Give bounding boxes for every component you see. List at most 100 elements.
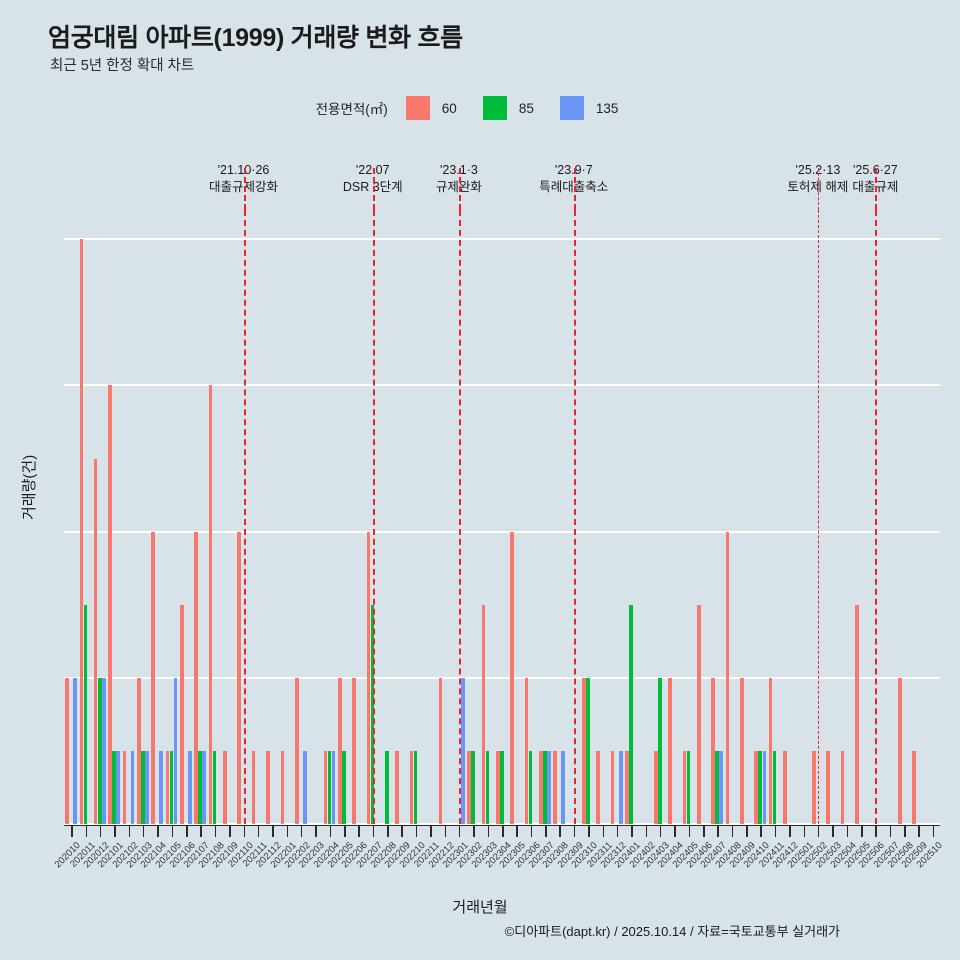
bar-202107-135[interactable] (202, 750, 207, 824)
bar-202207-85[interactable] (370, 604, 375, 824)
bar-202508-60[interactable] (898, 677, 902, 824)
bar-202403-85[interactable] (657, 677, 662, 824)
bar-202010-135[interactable] (73, 677, 77, 824)
bar-202411-85[interactable] (772, 750, 777, 824)
bar-202401-85[interactable] (629, 604, 633, 824)
bar-202012-60[interactable] (93, 458, 98, 824)
bar-202302-60[interactable] (467, 750, 471, 824)
bar-202310-60[interactable] (582, 677, 586, 824)
bar-202103-135[interactable] (144, 750, 149, 824)
bar-202012-135[interactable] (101, 677, 106, 824)
bar-202304-60[interactable] (495, 750, 500, 824)
x-tick-202201 (286, 826, 289, 837)
bar-202109-60[interactable] (223, 750, 227, 824)
bar-202112-60[interactable] (266, 750, 270, 824)
bar-202102-60[interactable] (122, 750, 127, 824)
bar-202204-135[interactable] (331, 750, 336, 824)
bar-202307-60[interactable] (539, 750, 543, 824)
bar-202104-60[interactable] (151, 531, 155, 824)
bar-202412-60[interactable] (783, 750, 787, 824)
bar-202403-60[interactable] (653, 750, 658, 824)
bar-202102-135[interactable] (130, 750, 135, 824)
bar-202312-60[interactable] (610, 750, 615, 824)
legend-item-135[interactable]: 135 (559, 96, 645, 120)
legend-swatch-135 (559, 96, 584, 120)
bar-202202-135[interactable] (302, 750, 307, 824)
bar-202209-60[interactable] (395, 750, 400, 824)
bar-202305-60[interactable] (510, 531, 514, 824)
bar-202204-85[interactable] (327, 750, 332, 824)
bar-202208-85[interactable] (385, 750, 389, 824)
bar-202106-60[interactable] (180, 604, 184, 824)
x-tick-202012 (99, 826, 102, 837)
bar-202306-60[interactable] (524, 677, 529, 824)
bar-202205-85[interactable] (342, 750, 346, 824)
bar-202105-85[interactable] (169, 750, 174, 824)
bar-202410-135[interactable] (762, 750, 767, 824)
bar-202101-135[interactable] (116, 750, 120, 824)
bar-202505-60[interactable] (854, 604, 859, 824)
bar-202101-85[interactable] (112, 750, 116, 824)
bar-202104-135[interactable] (159, 750, 163, 824)
bar-202107-85[interactable] (198, 750, 203, 824)
bar-202105-135[interactable] (173, 677, 178, 824)
bar-202206-60[interactable] (352, 677, 356, 824)
bar-202103-60[interactable] (136, 677, 141, 824)
bar-202406-60[interactable] (697, 604, 701, 824)
bar-202304-85[interactable] (499, 750, 504, 824)
bar-202210-85[interactable] (413, 750, 418, 824)
bar-202011-60[interactable] (79, 239, 84, 824)
event-line-202506 (875, 210, 878, 824)
bar-202407-85[interactable] (715, 750, 719, 824)
bar-202308-135[interactable] (561, 750, 566, 824)
bar-202103-85[interactable] (140, 750, 145, 824)
bar-202405-85[interactable] (686, 750, 691, 824)
bar-202301-135[interactable] (460, 677, 465, 824)
bar-202204-60[interactable] (323, 750, 328, 824)
bar-202110-60[interactable] (237, 531, 242, 824)
bar-202303-60[interactable] (481, 604, 486, 824)
bar-202010-60[interactable] (65, 677, 69, 824)
bar-202410-60[interactable] (754, 750, 759, 824)
bar-202012-85[interactable] (97, 677, 102, 824)
bar-202502-60[interactable] (811, 750, 816, 824)
bar-202503-60[interactable] (826, 750, 830, 824)
bar-202407-135[interactable] (719, 750, 724, 824)
bar-202401-60[interactable] (625, 750, 629, 824)
bar-202307-135[interactable] (547, 750, 551, 824)
bar-202212-60[interactable] (438, 677, 443, 824)
bar-202307-85[interactable] (543, 750, 547, 824)
bar-202312-135[interactable] (618, 750, 623, 824)
bar-202107-60[interactable] (194, 531, 198, 824)
bar-202011-85[interactable] (83, 604, 88, 824)
bar-202509-60[interactable] (912, 750, 917, 824)
bar-202311-60[interactable] (596, 750, 601, 824)
bar-202408-60[interactable] (725, 531, 730, 824)
bar-202111-60[interactable] (251, 750, 256, 824)
bar-202404-60[interactable] (668, 677, 672, 824)
bar-202207-60[interactable] (366, 531, 371, 824)
bar-202202-60[interactable] (294, 677, 299, 824)
bar-202101-60[interactable] (108, 385, 112, 824)
bar-202303-85[interactable] (485, 750, 490, 824)
bar-202108-60[interactable] (208, 385, 213, 824)
bar-202310-85[interactable] (586, 677, 590, 824)
legend-item-60[interactable]: 60 (405, 96, 483, 120)
bar-202410-85[interactable] (758, 750, 763, 824)
legend-item-85[interactable]: 85 (482, 96, 560, 120)
bar-202504-60[interactable] (840, 750, 845, 824)
bar-202411-60[interactable] (768, 677, 773, 824)
bar-202306-85[interactable] (528, 750, 533, 824)
bar-202105-60[interactable] (165, 750, 170, 824)
bar-202405-60[interactable] (682, 750, 687, 824)
bar-202308-60[interactable] (553, 750, 558, 824)
bar-202106-135[interactable] (188, 750, 192, 824)
bar-202205-60[interactable] (338, 677, 342, 824)
x-tick-202203 (315, 826, 317, 837)
bar-202409-60[interactable] (740, 677, 744, 824)
bar-202302-85[interactable] (471, 750, 475, 824)
bar-202210-60[interactable] (409, 750, 414, 824)
bar-202108-85[interactable] (212, 750, 217, 824)
bar-202407-60[interactable] (711, 677, 715, 824)
bar-202201-60[interactable] (280, 750, 285, 824)
